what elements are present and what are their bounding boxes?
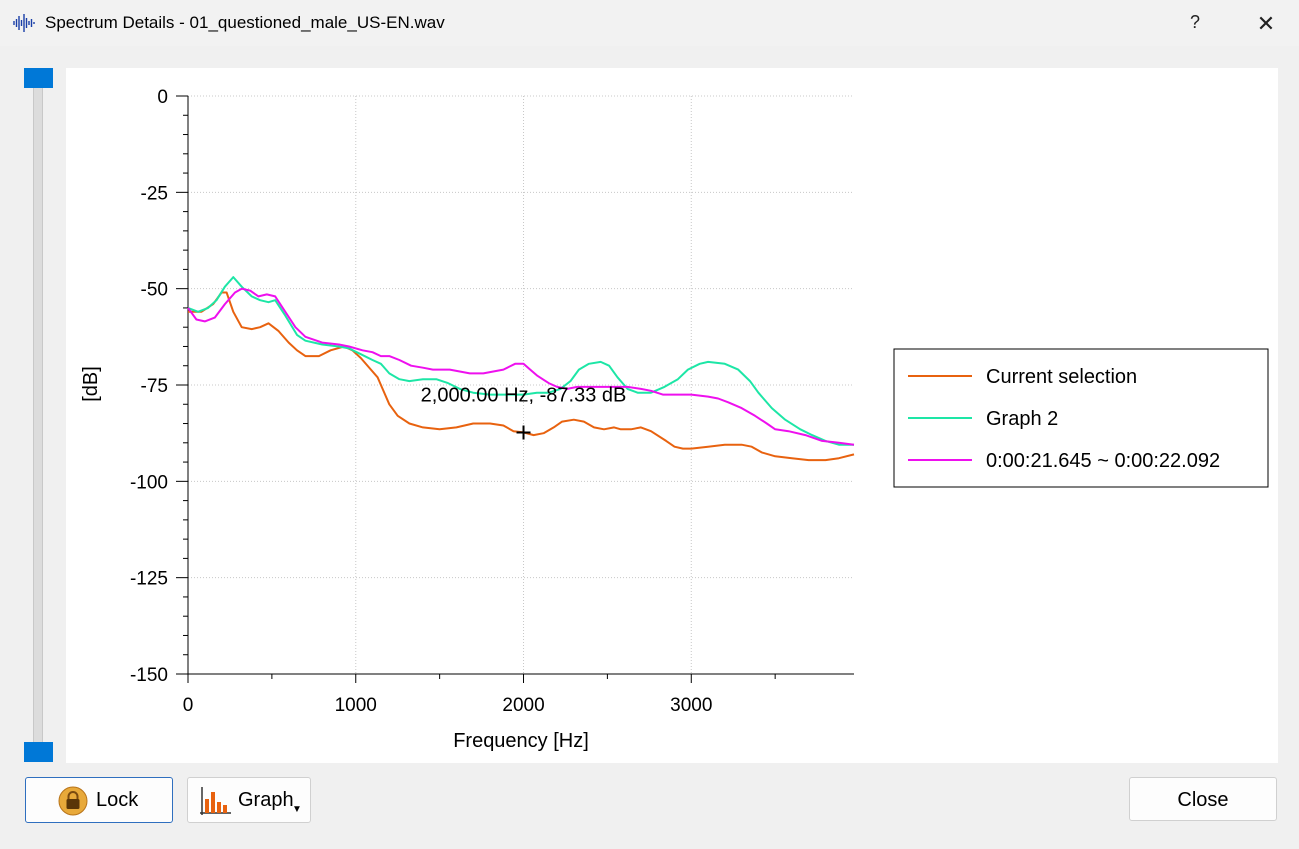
- lock-icon: [58, 786, 88, 816]
- range-slider-track[interactable]: [33, 80, 43, 750]
- window-title: Spectrum Details - 01_questioned_male_US…: [45, 13, 445, 32]
- grid-lines: [188, 95, 854, 674]
- title-bar: Spectrum Details - 01_questioned_male_US…: [0, 0, 1299, 46]
- bar-chart-icon: [200, 787, 231, 815]
- waveform-icon: [13, 14, 35, 32]
- x-axis-label: Frequency [Hz]: [453, 730, 589, 752]
- help-button[interactable]: ?: [1189, 12, 1200, 32]
- slider-handle-bottom[interactable]: [24, 742, 53, 762]
- dropdown-arrow-icon: ▼: [292, 804, 302, 815]
- series-line: [188, 291, 855, 462]
- spectrum-chart[interactable]: 0 -25 -50 -75 -100 -125 -150 0 1000 2000 3000 2,00…: [66, 68, 1278, 763]
- x-tick-label: 3000: [670, 695, 712, 716]
- close-button[interactable]: Close: [1129, 777, 1277, 821]
- series-lines: [187, 276, 855, 462]
- graph-button[interactable]: Graph ▼: [187, 777, 311, 823]
- slider-handle-top[interactable]: [24, 68, 53, 88]
- legend: Current selection Graph 2 0:00:21.645 ~ 0:…: [893, 348, 1269, 488]
- lock-button-label: Lock: [96, 789, 139, 811]
- y-tick-label: -50: [141, 280, 168, 301]
- series-line: [187, 287, 855, 446]
- x-tick-label: 0: [183, 695, 194, 716]
- y-tick-label: -75: [141, 376, 168, 397]
- legend-label: Current selection: [986, 366, 1137, 388]
- graph-button-label: Graph: [238, 789, 294, 811]
- series-line: [187, 276, 854, 446]
- cursor-marker: 2,000.00 Hz, -87.33 dB: [421, 385, 627, 440]
- y-axis-label: [dB]: [80, 366, 102, 402]
- x-tick-label: 1000: [335, 695, 377, 716]
- y-tick-label: -25: [141, 183, 168, 204]
- x-tick-label: 2000: [502, 695, 544, 716]
- close-window-button[interactable]: ✕: [1256, 11, 1276, 36]
- y-tick-label: -125: [130, 569, 168, 590]
- spectrum-plot-area[interactable]: 0 -25 -50 -75 -100 -125 -150 0 1000 2000 3000 2,00…: [66, 68, 1278, 763]
- legend-label: Graph 2: [986, 408, 1058, 430]
- lock-button[interactable]: Lock: [25, 777, 173, 823]
- y-tick-label: 0: [157, 87, 168, 108]
- y-tick-label: -150: [130, 665, 168, 686]
- cursor-readout: 2,000.00 Hz, -87.33 dB: [421, 385, 627, 407]
- y-tick-label: -100: [130, 472, 168, 493]
- legend-label: 0:00:21.645 ~ 0:00:22.092: [986, 450, 1220, 472]
- axes: 0 -25 -50 -75 -100 -125 -150 0 1000 2000 3000: [130, 87, 854, 716]
